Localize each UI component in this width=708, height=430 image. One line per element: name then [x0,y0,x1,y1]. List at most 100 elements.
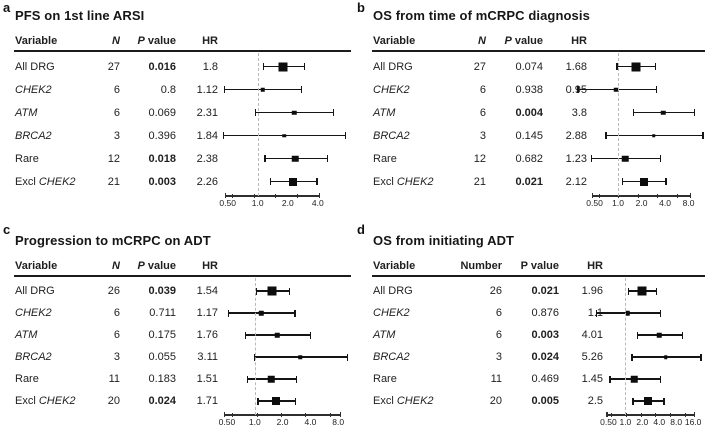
ci-cap-left [244,331,247,339]
n-cell: 26 [489,285,502,297]
hr-cell: 3.11 [197,351,218,363]
ci-cap-left [255,287,257,295]
table-row: CHEK2 6 0.9380.95 [372,78,705,101]
x-axis-row: 0.50 1.0 2.0 4.0 8.0 [372,193,705,210]
axis-end-cap [592,193,594,198]
forest-plot-cell [218,346,351,368]
ci-cap-right [316,178,318,185]
forest-plot-cell [218,368,351,390]
variable-cell: All DRG [15,285,55,297]
p-value-cell: 0.004 [515,106,543,119]
ci-cap-left [253,353,256,361]
forest-plot-cell [218,78,351,101]
hr-point-marker [643,397,652,405]
hr-cell: 1.51 [196,373,218,385]
table-row: Rare 11 0.183 1.51 [14,368,351,390]
n-cell: 11 [490,373,502,385]
hr-cell: 1.68 [565,60,587,73]
hr-point-marker [260,87,265,92]
hr-cell: 0.95 [543,84,587,96]
panel-letter-b: b [357,0,365,15]
column-header-variable: Variable [15,34,58,47]
axis-end-cap [225,193,227,198]
axis-tick [637,194,639,198]
axis-tick-label: 4.0 [653,417,666,427]
table-row: All DRG 26 0.021 1.96 [372,280,705,302]
ref-line [257,53,259,196]
variable-cell: BRCA2 [373,351,410,363]
axis-tick-label: 1.0 [619,417,632,427]
n-cell: 3 [113,129,120,142]
hr-cell: 1.45 [581,373,603,385]
axis-end-cap [606,412,608,417]
n-cell: 20 [107,395,120,407]
p-value-cell: 0.018 [148,152,176,165]
ci-cap-right [295,397,297,405]
axis-line [224,412,341,417]
forest-plot-cell [577,78,705,101]
hr-point-marker [278,62,288,71]
ci-cap-right [310,331,312,339]
ref-line [618,53,620,196]
table-row: Rare 12 0.018 2.38 [14,147,351,170]
column-header-hr: HR [571,34,587,47]
p-value-cell: 0.024 [148,395,176,407]
hr-point-marker [631,375,638,383]
axis-tick-label: 2.0 [636,417,649,427]
ci-cap-right [654,63,657,70]
forest-plot-cell [218,101,351,124]
ci-cap-right [326,155,328,162]
forest-plot-cell [218,280,351,302]
axis-tick [232,413,234,417]
ci-cap-right [659,309,661,317]
hr-point-marker [661,110,666,115]
table-row: BRCA2 3 0.024 5.26 [372,346,705,368]
variable-cell: Excl CHEK2 [373,175,434,188]
axis-tick [618,194,620,198]
forest-plot-cell [587,55,705,78]
forest-plot-cell [218,170,351,193]
panel-b: b OS from time of mCRPC diagnosis Variab… [354,0,708,222]
ci-cap-left [246,375,249,383]
p-value-cell: 0.016 [148,60,176,73]
ci-cap-right [288,287,290,295]
column-header-n: N [478,34,486,47]
panel-d-content: OS from initiating ADT Variable Number P v… [372,233,705,429]
hr-point-marker [652,133,656,138]
p-value-cell: 0.938 [515,83,543,96]
variable-cell: Excl CHEK2 [373,395,434,407]
column-header-variable: Variable [373,34,416,47]
column-header-variable: Variable [373,259,416,272]
table-row: CHEK2 6 0.711 1.17 [14,302,351,324]
table-row: Excl CHEK2 20 0.005 2.5 [372,390,705,412]
hr-point-marker [631,62,641,71]
axis-tick [296,194,298,198]
column-header-hr: HR [587,259,603,272]
axis-tick [640,413,642,417]
hr-cell: 2.38 [196,152,218,165]
ci-cap-left [631,353,633,361]
ci-cap-left [616,63,618,70]
variable-cell: ATM [15,329,38,341]
ci-cap-left [257,397,259,405]
axis-tick-label: 2.0 [635,198,648,208]
panel-c-content: Progression to mCRPC on ADT Variable N P v… [14,233,351,429]
axis-tick-label: 0.50 [600,417,617,427]
ci-cap-right [693,109,696,116]
hr-cell: 1.71 [196,395,218,407]
panel-a-content: PFS on 1st line ARSI Variable N P value HR … [14,8,351,210]
axis-end-cap [224,412,226,417]
axis-tick-label: 0.50 [586,198,603,208]
forest-plot-cell [603,280,705,302]
variable-cell: ATM [373,106,396,119]
axis-tick [275,194,277,198]
p-value-cell: 0.005 [531,395,559,407]
ci-cap-right [700,353,702,361]
ci-cap-left [269,178,272,185]
variable-cell: BRCA2 [15,129,52,142]
forest-rows: All DRG 26 0.021 1.96 CHEK2 6 0.8761.1 ATM 6 0.00… [372,277,705,429]
n-cell: 6 [113,307,120,319]
panel-b-content: OS from time of mCRPC diagnosis Variable… [372,8,705,210]
hr-cell: 3.8 [571,106,587,119]
p-value-cell: 0.8 [160,83,176,96]
